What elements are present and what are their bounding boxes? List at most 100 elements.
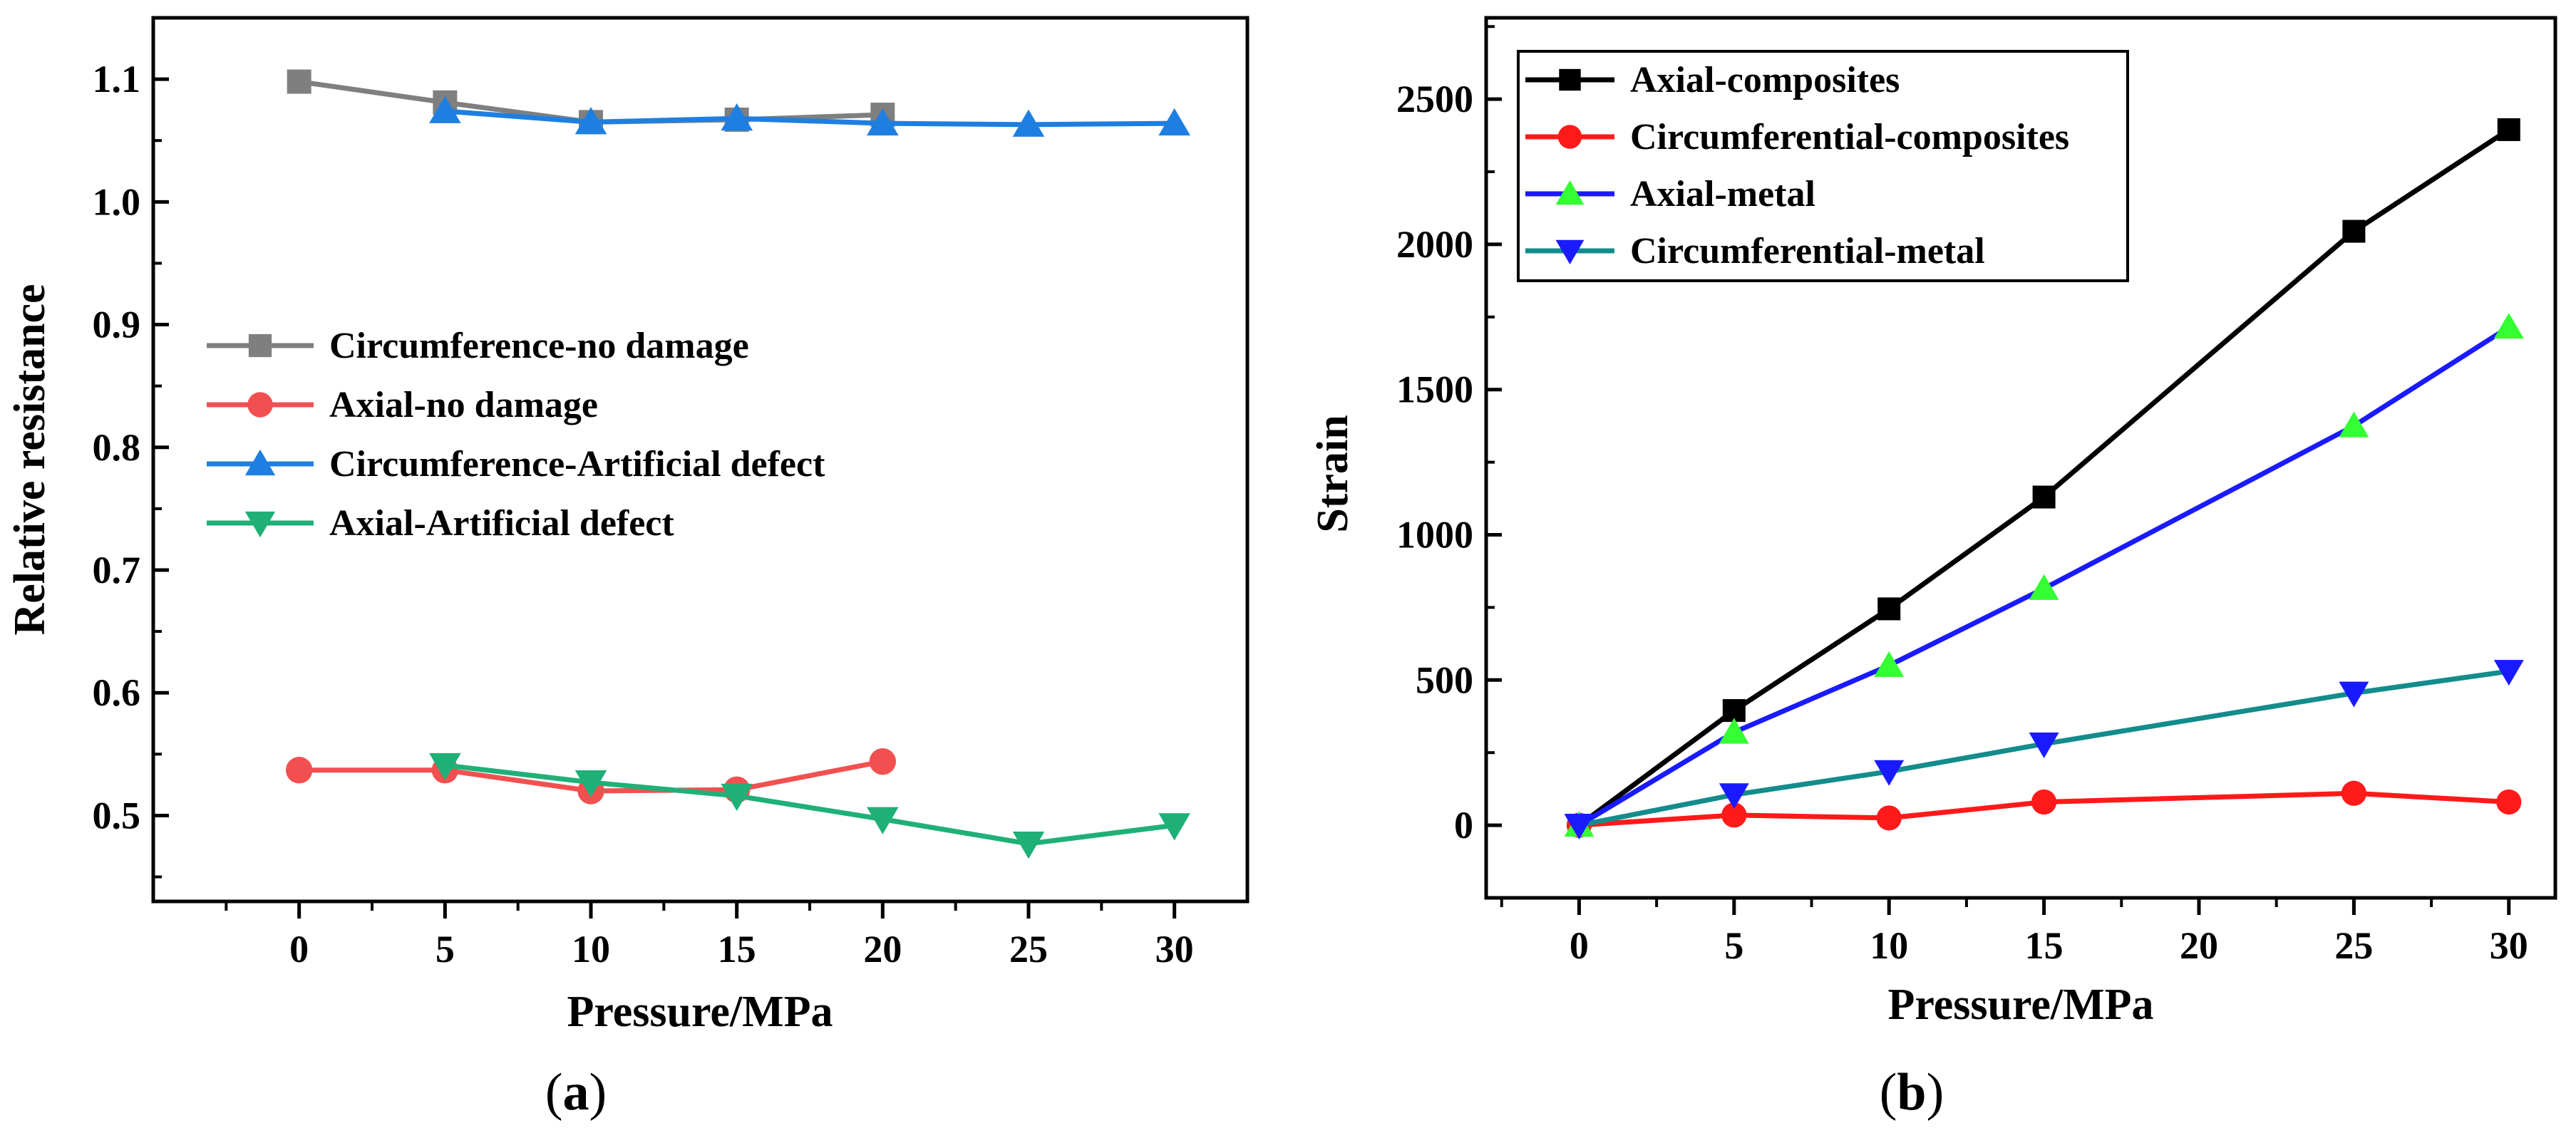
y-tick-label: 0.5 <box>93 794 141 837</box>
legend-marker <box>244 511 276 538</box>
y-axis-title: Strain <box>1309 415 1357 532</box>
y-tick-label: 500 <box>1416 658 1473 701</box>
series-line <box>1577 325 2510 828</box>
data-point <box>1874 651 1905 677</box>
y-tick-label: 1.0 <box>93 180 141 223</box>
data-point <box>1158 813 1190 841</box>
data-point <box>2497 118 2520 141</box>
data-point <box>2031 789 2057 815</box>
y-axis-title: Relative resistance <box>6 284 54 636</box>
y-tick-label: 1500 <box>1396 368 1473 411</box>
x-tick-label: 30 <box>1155 928 1194 971</box>
data-point <box>1877 597 1901 621</box>
series-line <box>445 108 1175 128</box>
data-point <box>287 69 311 94</box>
series-3 <box>429 95 1190 137</box>
x-axis-title: Pressure/MPa <box>1887 981 2153 1029</box>
series-line <box>444 762 1175 847</box>
legend-label: Circumference-Artificial defect <box>329 444 825 485</box>
panel-label-b: (b) <box>1880 1063 1944 1122</box>
series-4 <box>1564 660 2524 840</box>
data-point <box>721 783 753 812</box>
y-tick-label: 0 <box>1454 804 1473 847</box>
x-tick-label: 20 <box>863 928 902 971</box>
panel-label-close-paren: ) <box>589 1063 607 1122</box>
panel-label-letter: b <box>1897 1063 1926 1122</box>
y-tick-label: 2000 <box>1396 223 1473 266</box>
data-point <box>1564 814 1594 840</box>
plot-frame <box>151 16 1250 904</box>
chart-b: 0 500 1000 1500 2000 2500 0 5 10 15 20 25 30 Axial-… <box>1309 16 2557 1122</box>
data-point <box>1876 805 1902 831</box>
data-point <box>1719 783 1749 809</box>
x-ticks: 0 5 10 15 20 25 30 <box>225 901 1194 971</box>
legend-label: Circumference-no damage <box>329 326 749 366</box>
legend-item: Axial-metal <box>1525 174 1815 214</box>
legend-item: Circumferential-metal <box>1525 231 1985 271</box>
x-tick-label: 15 <box>2025 924 2064 967</box>
data-point <box>867 108 899 136</box>
y-tick-label: 0.9 <box>93 304 141 346</box>
legend-item: Circumference-Artificial defect <box>207 444 825 485</box>
x-tick-label: 25 <box>2334 924 2373 967</box>
series-line <box>1577 127 2510 827</box>
data-point <box>1012 109 1045 137</box>
data-point <box>2341 780 2366 806</box>
legend-item: Axial-Artificial defect <box>207 503 674 544</box>
x-tick-label: 30 <box>2490 924 2528 967</box>
legend-marker <box>248 333 272 358</box>
legend-marker <box>1559 68 1581 91</box>
legend-label: Circumferential-composites <box>1630 117 2069 157</box>
series-group <box>1564 118 2524 840</box>
data-point <box>1012 832 1045 859</box>
series-line <box>1578 668 2510 828</box>
data-point <box>2493 660 2524 686</box>
data-point <box>429 752 461 781</box>
data-point <box>2339 411 2369 438</box>
legend-label: Axial-no damage <box>329 385 598 425</box>
panel-label-close-paren: ) <box>1927 1063 1944 1122</box>
legend: Circumference-no damage Axial-no damage Ci… <box>207 326 825 544</box>
panel-label-open-paren: ( <box>545 1063 563 1122</box>
y-ticks: 0.5 0.6 0.7 0.8 0.9 1.0 1.1 <box>93 58 169 879</box>
legend-label: Axial-Artificial defect <box>329 503 674 544</box>
y-tick-label: 0.8 <box>93 426 141 469</box>
legend-label: Axial-metal <box>1630 174 1815 214</box>
data-point <box>869 747 897 775</box>
panel-label-open-paren: ( <box>1880 1063 1897 1122</box>
data-point <box>2493 313 2524 339</box>
x-tick-label: 5 <box>436 928 455 971</box>
y-tick-label: 0.7 <box>93 549 141 591</box>
y-ticks: 0 500 1000 1500 2000 2500 <box>1396 25 1502 847</box>
legend-marker <box>1555 180 1585 205</box>
legend-label: Axial-composites <box>1630 60 1900 100</box>
legend-item: Axial-no damage <box>207 385 598 425</box>
y-tick-label: 0.6 <box>93 671 141 714</box>
series-group <box>285 69 1190 859</box>
data-point <box>721 103 753 131</box>
data-point <box>1721 802 1747 828</box>
data-point <box>2029 732 2059 758</box>
plot-frame <box>1484 16 2557 900</box>
x-tick-label: 5 <box>1724 924 1743 967</box>
data-point <box>2032 485 2056 509</box>
legend-marker <box>244 449 276 476</box>
legend-marker <box>1557 125 1582 149</box>
series-3 <box>1564 313 2524 837</box>
series-line <box>1579 790 2509 828</box>
x-tick-label: 10 <box>1870 924 1908 967</box>
y-tick-label: 1000 <box>1396 514 1473 557</box>
legend-item: Circumferential-composites <box>1525 117 2069 157</box>
legend-marker <box>247 392 273 418</box>
chart-a: 0.5 0.6 0.7 0.8 0.9 1.0 1.1 0 5 10 15 20 25 30 Circu… <box>6 16 1250 1122</box>
legend-item: Circumference-no damage <box>207 326 749 366</box>
panel-label-a: (a) <box>545 1063 607 1122</box>
data-point <box>575 770 607 798</box>
panel-label-letter: a <box>563 1063 589 1122</box>
series-2 <box>1566 780 2522 838</box>
x-ticks: 0 5 10 15 20 25 30 <box>1500 898 2528 967</box>
data-point <box>1719 718 1749 744</box>
x-tick-label: 25 <box>1009 928 1048 971</box>
